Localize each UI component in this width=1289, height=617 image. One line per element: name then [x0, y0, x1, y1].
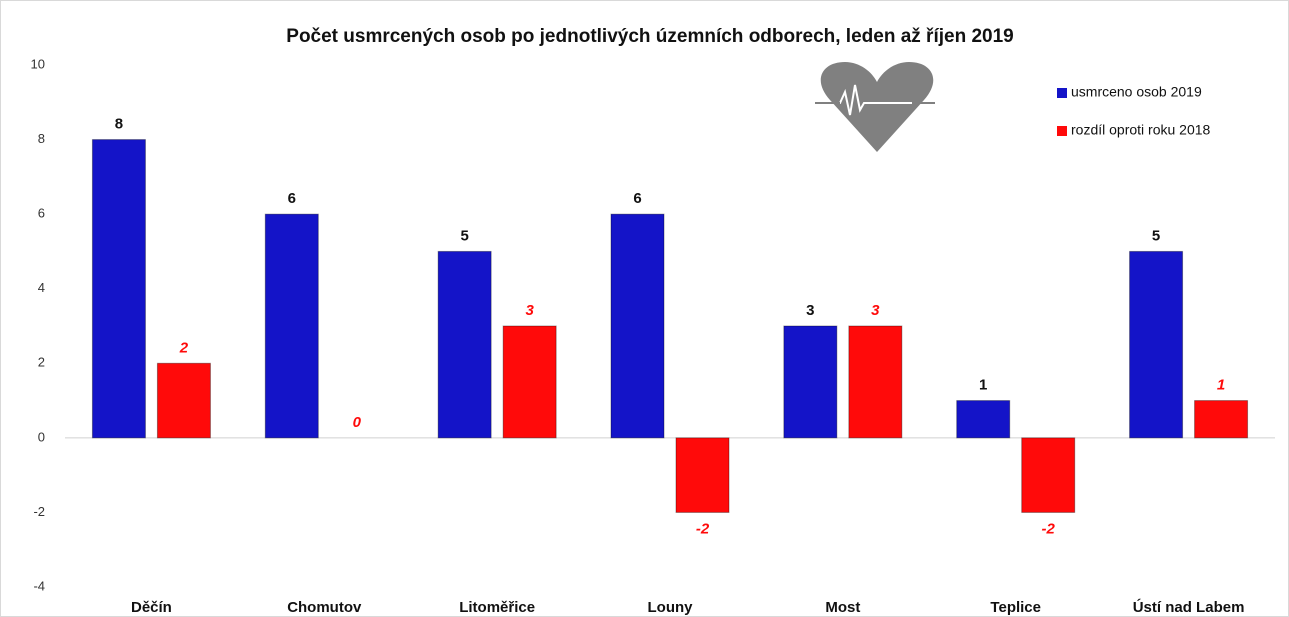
- bar: [502, 325, 557, 439]
- y-tick-label: 8: [38, 131, 45, 146]
- data-label: 1: [1217, 377, 1225, 394]
- bar: [956, 400, 1011, 439]
- y-tick-label: 2: [38, 355, 45, 370]
- bar: [91, 139, 146, 439]
- bar: [156, 362, 211, 439]
- x-tick-label: Ústí nad Labem: [1133, 598, 1245, 616]
- legend-swatch: [1057, 126, 1067, 136]
- legend-swatch: [1057, 88, 1067, 98]
- y-tick-label: 6: [38, 206, 45, 221]
- bar: [610, 213, 665, 439]
- data-label: 3: [806, 302, 814, 319]
- bar: [1021, 437, 1076, 513]
- legend-label: rozdíl oproti roku 2018: [1071, 122, 1211, 138]
- data-label: 6: [288, 190, 296, 207]
- x-tick-label: Most: [825, 599, 860, 616]
- x-tick-label: Litoměřice: [459, 599, 535, 616]
- data-label: 1: [979, 377, 987, 394]
- x-tick-label: Teplice: [990, 599, 1041, 616]
- bar: [264, 213, 319, 439]
- bar: [848, 325, 903, 439]
- chart-title: Počet usmrcených osob po jednotlivých úz…: [286, 26, 1013, 47]
- x-tick-label: Louny: [648, 599, 694, 616]
- data-label: -2: [1042, 520, 1056, 537]
- y-tick-label: 0: [38, 429, 45, 444]
- x-tick-label: Děčín: [131, 599, 172, 616]
- x-tick-label: Chomutov: [287, 599, 362, 616]
- y-tick-label: 4: [38, 280, 45, 295]
- data-label: 6: [633, 190, 641, 207]
- y-tick-label: -4: [33, 578, 45, 593]
- heart-icon: [815, 62, 935, 152]
- y-tick-label: -2: [33, 504, 45, 519]
- data-label: 3: [525, 302, 534, 319]
- data-label: 2: [179, 339, 189, 356]
- legend-label: usmrceno osob 2019: [1071, 84, 1202, 100]
- data-label: 3: [871, 302, 880, 319]
- y-tick-label: 10: [31, 56, 45, 71]
- data-label: 0: [353, 414, 362, 431]
- bar: [437, 250, 492, 439]
- data-label: 8: [115, 116, 123, 133]
- bar: [1129, 250, 1184, 439]
- bar: [783, 325, 838, 439]
- data-label: -2: [696, 520, 710, 537]
- bar: [1194, 400, 1249, 439]
- bar: [675, 437, 730, 513]
- data-label: 5: [1152, 227, 1160, 244]
- data-label: 5: [460, 227, 468, 244]
